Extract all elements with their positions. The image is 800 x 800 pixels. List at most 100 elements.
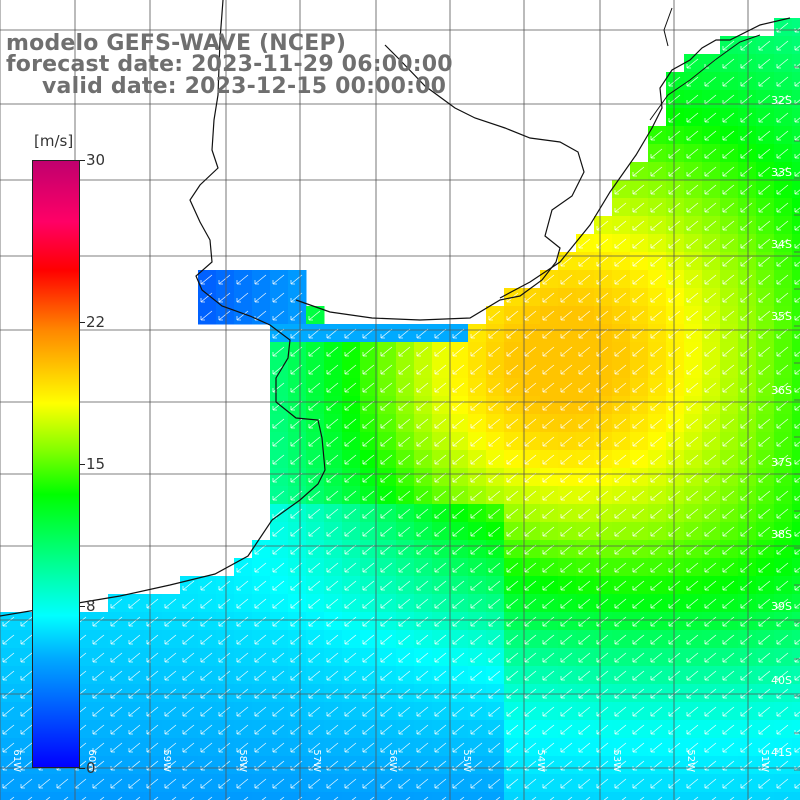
wind-arrow <box>488 526 501 537</box>
wind-arrow <box>380 616 393 627</box>
wind-arrow <box>740 40 753 51</box>
wind-arrow <box>380 778 393 789</box>
wind-arrow <box>650 634 663 645</box>
wind-arrow <box>254 274 267 285</box>
wind-arrow <box>308 724 321 735</box>
wind-arrow <box>632 688 645 699</box>
wind-arrow <box>686 526 699 537</box>
wind-arrow <box>794 711 800 717</box>
wind-arrow <box>2 634 15 645</box>
wind-arrow <box>758 310 771 321</box>
wind-arrow <box>704 472 717 483</box>
wind-arrow <box>272 634 285 645</box>
wind-arrow <box>686 76 699 87</box>
wind-arrow <box>776 418 789 429</box>
wind-cell <box>288 792 307 800</box>
wind-arrow <box>236 616 249 627</box>
wind-arrow <box>776 436 789 447</box>
wind-arrow <box>236 706 249 717</box>
wind-arrow <box>578 688 591 699</box>
wind-arrow <box>758 76 771 87</box>
wind-arrow <box>542 526 555 537</box>
wind-arrow <box>20 688 33 699</box>
wind-arrow <box>110 634 123 645</box>
wind-arrow <box>200 616 213 627</box>
wind-arrow <box>470 634 483 645</box>
wind-arrow <box>308 634 321 645</box>
wind-arrow <box>632 400 645 411</box>
wind-arrow <box>794 567 800 573</box>
wind-arrow <box>524 706 537 717</box>
wind-arrow <box>524 598 537 609</box>
wind-arrow <box>794 333 800 339</box>
wind-arrow <box>740 598 753 609</box>
wind-arrow <box>2 616 15 627</box>
wind-arrow <box>722 328 735 339</box>
wind-arrow <box>794 81 800 87</box>
wind-arrow <box>470 670 483 681</box>
wind-arrow <box>434 670 447 681</box>
wind-arrow <box>380 472 393 483</box>
wind-arrow <box>549 796 555 800</box>
wind-arrow <box>722 292 735 303</box>
wind-arrow <box>92 688 105 699</box>
wind-arrow <box>650 130 663 141</box>
wind-arrow <box>254 742 267 753</box>
wind-arrow <box>686 364 699 375</box>
wind-arrow <box>362 742 375 753</box>
wind-arrow <box>506 706 519 717</box>
wind-arrow <box>326 508 339 519</box>
wind-cell <box>342 792 361 800</box>
wind-arrow <box>344 364 357 375</box>
wind-arrow <box>470 580 483 591</box>
wind-arrow <box>128 724 141 735</box>
wind-arrow <box>794 45 800 51</box>
wind-arrow <box>452 418 465 429</box>
wind-arrow <box>200 670 213 681</box>
wind-arrow <box>398 526 411 537</box>
wind-cell <box>792 126 800 145</box>
wind-arrow <box>740 76 753 87</box>
wind-cell <box>792 648 800 667</box>
wind-arrow <box>362 382 375 393</box>
wind-arrow <box>614 526 627 537</box>
wind-arrow <box>470 364 483 375</box>
wind-arrow <box>506 724 519 735</box>
wind-arrow <box>326 454 339 465</box>
wind-arrow <box>794 621 800 627</box>
wind-arrow <box>272 706 285 717</box>
wind-arrow <box>542 688 555 699</box>
wind-cell <box>792 702 800 721</box>
wind-arrow <box>758 292 771 303</box>
wind-arrow <box>776 310 789 321</box>
wind-arrow <box>542 418 555 429</box>
wind-arrow <box>614 652 627 663</box>
wind-cell <box>612 792 631 800</box>
wind-arrow <box>398 346 411 357</box>
wind-arrow <box>308 544 321 555</box>
wind-arrow <box>758 238 771 249</box>
wind-arrow <box>632 652 645 663</box>
wind-arrow <box>308 400 321 411</box>
wind-arrow <box>362 724 375 735</box>
wind-cell <box>576 792 595 800</box>
wind-arrow <box>452 742 465 753</box>
wind-cell <box>792 162 800 181</box>
wind-arrow <box>578 526 591 537</box>
wind-arrow <box>416 328 429 339</box>
wind-arrow <box>362 580 375 591</box>
longitude-labels: 61W 60W 59W 58W 57W 56W 55W 54W 53W 52W 51W <box>11 749 770 772</box>
colorbar-tick-label: 30 <box>86 151 106 169</box>
wind-arrow <box>452 328 465 339</box>
wind-arrow <box>470 472 483 483</box>
wind-arrow <box>722 58 735 69</box>
wind-arrow <box>272 400 285 411</box>
colorbar-tick-mark <box>79 160 85 161</box>
lat-label: 35S <box>771 310 792 323</box>
wind-arrow <box>416 562 429 573</box>
wind-arrow <box>614 238 627 249</box>
wind-arrow <box>200 634 213 645</box>
wind-arrow <box>776 238 789 249</box>
wind-arrow <box>308 562 321 573</box>
wind-arrow <box>326 472 339 483</box>
